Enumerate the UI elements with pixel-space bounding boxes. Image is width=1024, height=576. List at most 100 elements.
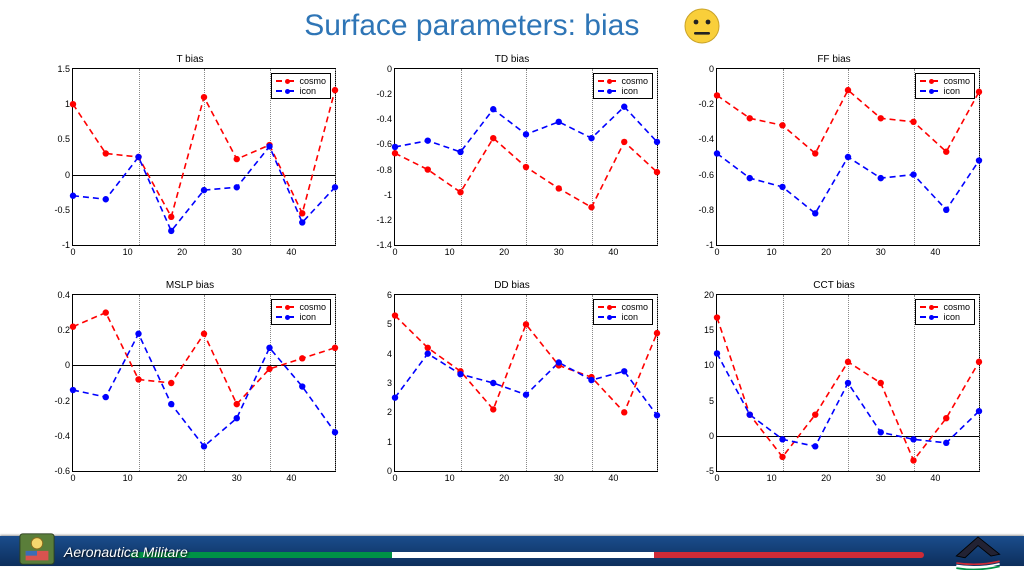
y-tick-label: -0.2 <box>54 396 70 406</box>
y-tick-label: -0.6 <box>698 170 714 180</box>
legend-label: icon <box>943 312 960 322</box>
plot-area: -505101520010203040cosmoicon <box>716 294 980 472</box>
page-title: Surface parameters: bias <box>304 9 639 43</box>
chart-panel: FF bias-1-0.8-0.6-0.4-0.20010203040cosmo… <box>684 54 984 264</box>
y-tick-label: 4 <box>387 349 392 359</box>
x-tick-label: 20 <box>177 247 187 257</box>
chart-panel: CCT bias-505101520010203040cosmoicon <box>684 280 984 490</box>
x-tick-label: 0 <box>714 247 719 257</box>
x-tick-label: 0 <box>392 247 397 257</box>
footer-org-name: Aeronautica Militare <box>64 544 188 560</box>
plot-area: -1-0.500.511.5010203040cosmoicon <box>72 68 336 246</box>
y-tick-label: 15 <box>704 325 714 335</box>
legend-label: cosmo <box>299 302 326 312</box>
y-tick-label: -0.5 <box>54 205 70 215</box>
y-tick-label: 20 <box>704 290 714 300</box>
x-tick-label: 10 <box>767 247 777 257</box>
chart-title: T bias <box>40 54 340 68</box>
y-tick-label: -0.6 <box>376 139 392 149</box>
chart-title: TD bias <box>362 54 662 68</box>
legend-label: cosmo <box>621 76 648 86</box>
y-tick-label: 0 <box>709 431 714 441</box>
legend-label: cosmo <box>299 76 326 86</box>
y-tick-label: 3 <box>387 378 392 388</box>
x-tick-label: 20 <box>499 473 509 483</box>
x-tick-label: 40 <box>286 473 296 483</box>
y-tick-label: 1 <box>387 437 392 447</box>
neutral-face-icon <box>684 8 720 44</box>
chart-title: MSLP bias <box>40 280 340 294</box>
chart-panel: TD bias-1.4-1.2-1-0.8-0.6-0.4-0.20010203… <box>362 54 662 264</box>
x-tick-label: 30 <box>554 247 564 257</box>
y-tick-label: -1 <box>706 240 714 250</box>
x-tick-label: 10 <box>445 473 455 483</box>
x-tick-label: 40 <box>286 247 296 257</box>
plot-area: 0123456010203040cosmoicon <box>394 294 658 472</box>
y-tick-label: 0 <box>65 360 70 370</box>
legend-label: icon <box>299 86 316 96</box>
x-tick-label: 40 <box>930 247 940 257</box>
x-tick-label: 40 <box>930 473 940 483</box>
chart-title: FF bias <box>684 54 984 68</box>
y-tick-label: -0.2 <box>698 99 714 109</box>
chart-title: DD bias <box>362 280 662 294</box>
x-tick-label: 10 <box>123 473 133 483</box>
y-tick-label: 0 <box>387 64 392 74</box>
y-tick-label: 1.5 <box>57 64 70 74</box>
chart-panel: T bias-1-0.500.511.5010203040cosmoicon <box>40 54 340 264</box>
legend: cosmoicon <box>271 299 331 325</box>
x-tick-label: 30 <box>876 473 886 483</box>
plot-area: -1.4-1.2-1-0.8-0.6-0.4-0.20010203040cosm… <box>394 68 658 246</box>
x-tick-label: 40 <box>608 473 618 483</box>
y-tick-label: -1.2 <box>376 215 392 225</box>
y-tick-label: 0 <box>709 64 714 74</box>
chart-panel: DD bias0123456010203040cosmoicon <box>362 280 662 490</box>
x-tick-label: 30 <box>232 247 242 257</box>
x-tick-label: 20 <box>499 247 509 257</box>
x-tick-label: 10 <box>767 473 777 483</box>
y-tick-label: 0.4 <box>57 290 70 300</box>
x-tick-label: 30 <box>554 473 564 483</box>
plot-area: -0.6-0.4-0.200.20.4010203040cosmoicon <box>72 294 336 472</box>
charts-grid: T bias-1-0.500.511.5010203040cosmoiconTD… <box>0 48 1024 490</box>
y-tick-label: -0.2 <box>376 89 392 99</box>
x-tick-label: 30 <box>232 473 242 483</box>
legend-label: cosmo <box>621 302 648 312</box>
legend: cosmoicon <box>593 73 653 99</box>
y-tick-label: -0.8 <box>376 165 392 175</box>
x-tick-label: 0 <box>392 473 397 483</box>
legend: cosmoicon <box>915 73 975 99</box>
legend-label: icon <box>621 86 638 96</box>
x-tick-label: 30 <box>876 247 886 257</box>
aircraft-icon <box>952 530 1004 570</box>
y-tick-label: 6 <box>387 290 392 300</box>
y-tick-label: 2 <box>387 407 392 417</box>
x-tick-label: 0 <box>70 247 75 257</box>
chart-title: CCT bias <box>684 280 984 294</box>
legend-label: icon <box>299 312 316 322</box>
footer: Aeronautica Militare <box>0 524 1024 576</box>
y-tick-label: -1.4 <box>376 240 392 250</box>
y-tick-label: 0.5 <box>57 134 70 144</box>
legend-label: icon <box>621 312 638 322</box>
chart-panel: MSLP bias-0.6-0.4-0.200.20.4010203040cos… <box>40 280 340 490</box>
plot-area: -1-0.8-0.6-0.4-0.20010203040cosmoicon <box>716 68 980 246</box>
x-tick-label: 40 <box>608 247 618 257</box>
y-tick-label: -1 <box>384 190 392 200</box>
x-tick-label: 10 <box>445 247 455 257</box>
x-tick-label: 0 <box>714 473 719 483</box>
x-tick-label: 20 <box>821 247 831 257</box>
legend: cosmoicon <box>271 73 331 99</box>
y-tick-label: 5 <box>709 396 714 406</box>
x-tick-label: 10 <box>123 247 133 257</box>
y-tick-label: 10 <box>704 360 714 370</box>
crest-icon <box>18 530 56 568</box>
legend-label: cosmo <box>943 76 970 86</box>
y-tick-label: -5 <box>706 466 714 476</box>
x-tick-label: 0 <box>70 473 75 483</box>
y-tick-label: 0.2 <box>57 325 70 335</box>
legend: cosmoicon <box>915 299 975 325</box>
y-tick-label: -0.4 <box>698 134 714 144</box>
y-tick-label: -1 <box>62 240 70 250</box>
y-tick-label: -0.4 <box>376 114 392 124</box>
